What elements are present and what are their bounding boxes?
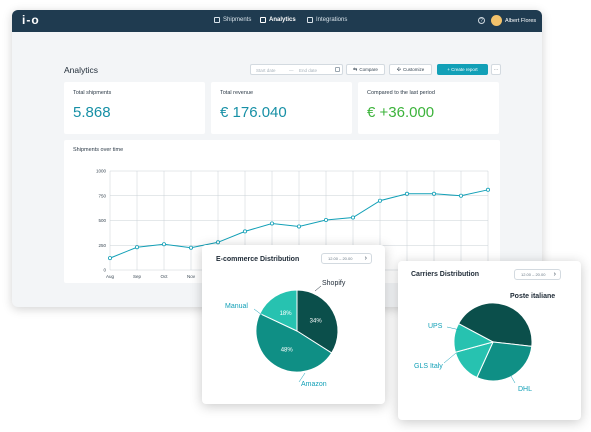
pie-slice-label: Poste italiane	[510, 293, 555, 300]
help-icon[interactable]: ?	[478, 17, 485, 24]
create-report-button[interactable]: + Create report	[437, 64, 488, 75]
data-point	[377, 198, 382, 203]
leader-line	[510, 375, 516, 384]
chevron-right-icon: ›	[364, 255, 367, 262]
chart-title: Shipments over time	[73, 147, 124, 153]
data-point	[458, 193, 463, 198]
pie-slice-label: Manual	[225, 303, 248, 310]
data-point	[162, 242, 167, 247]
select-value: 12.00 – 20.00	[521, 272, 546, 277]
carriers-title: Carriers Distribution	[411, 271, 480, 278]
data-point	[269, 221, 274, 226]
y-tick-label: 1000	[96, 169, 107, 174]
leader-line	[253, 308, 263, 316]
kpi-value: € +36.000	[367, 104, 435, 121]
chart-icon	[260, 17, 266, 23]
date-separator: —	[289, 67, 294, 73]
create-report-label: + Create report	[447, 67, 478, 72]
data-point	[215, 240, 220, 245]
pie-percent-label: 34%	[310, 319, 323, 325]
box-icon	[214, 17, 220, 23]
pie-slice-label: GLS Italy	[414, 363, 443, 370]
pie-percent-label: 48%	[281, 348, 294, 354]
pie-slice-manual	[259, 289, 298, 332]
kpi-value: 5.868	[73, 104, 111, 121]
y-tick-label: 0	[103, 268, 106, 273]
ecommerce-card: E-commerce Distribution 12.00 – 20.00 › …	[202, 245, 385, 404]
kpi-value: € 176.040	[220, 104, 287, 121]
kpi-label: Compared to the last period	[367, 90, 435, 96]
compare-label: Compare	[359, 67, 378, 72]
compare-icon: ⇆	[353, 66, 358, 73]
ecommerce-pie: 34% 48% 18% Shopify Amazon Manual	[225, 280, 346, 388]
nav-analytics[interactable]: Analytics	[260, 17, 296, 23]
x-tick-label: Sep	[133, 274, 142, 279]
data-point	[135, 245, 140, 250]
y-tick-label: 750	[98, 193, 106, 198]
start-date-field[interactable]: Start date	[256, 67, 276, 73]
page-title: Analytics	[64, 65, 99, 75]
nav-analytics-label: Analytics	[269, 17, 296, 23]
ecommerce-time-select[interactable]: 12.00 – 20.00 ›	[321, 253, 372, 264]
leader-line	[446, 326, 461, 331]
carriers-card: Carriers Distribution 12.00 – 20.00 › Po…	[398, 261, 581, 420]
leader-line	[314, 285, 322, 292]
kpi-card-revenue: Total revenue € 176.040	[211, 82, 352, 134]
pie-slice-poste-italiane	[457, 302, 533, 347]
x-tick-label: Aug	[106, 274, 115, 279]
logo: i-o	[22, 13, 40, 27]
user-name[interactable]: Albert Flores	[505, 18, 537, 24]
plug-icon	[307, 17, 313, 23]
data-point	[404, 191, 409, 196]
kpi-label: Total shipments	[73, 90, 112, 96]
nav-shipments[interactable]: Shipments	[214, 17, 251, 23]
more-button[interactable]: ···	[491, 64, 501, 75]
pie-slice-label: Shopify	[322, 280, 346, 287]
select-value: 12.00 – 20.00	[328, 256, 353, 261]
pie-slice-dhl	[476, 341, 533, 382]
leader-line	[443, 352, 457, 364]
pie-slice-amazon	[255, 312, 333, 373]
date-range-picker[interactable]: Start date — End date	[250, 64, 343, 75]
pie-slice-label: Amazon	[301, 381, 327, 388]
top-navbar: i-o Shipments Analytics Integrations ? A…	[12, 10, 542, 32]
data-point	[485, 187, 490, 192]
pie-slice-ups	[453, 323, 495, 353]
pie-slice-label: DHL	[518, 386, 532, 393]
carriers-pie: Poste italiane DHL GLS Italy UPS	[414, 293, 555, 393]
data-point	[431, 191, 436, 196]
carriers-time-select[interactable]: 12.00 – 20.00 ›	[514, 269, 561, 280]
end-date-field[interactable]: End date	[299, 67, 318, 73]
chevron-right-icon: ›	[553, 271, 556, 278]
data-point	[323, 218, 328, 223]
data-point	[296, 224, 301, 229]
kpi-card-compared: Compared to the last period € +36.000	[358, 82, 499, 134]
avatar[interactable]	[491, 15, 502, 26]
x-tick-label: Nov	[187, 274, 196, 279]
data-point	[108, 256, 113, 261]
pie-slice-label: UPS	[428, 323, 443, 330]
kpi-card-shipments: Total shipments 5.868	[64, 82, 205, 134]
ecommerce-title: E-commerce Distribution	[216, 256, 300, 263]
compare-button[interactable]: ⇆ Compare	[346, 64, 385, 75]
calendar-icon[interactable]	[335, 67, 340, 72]
move-icon: ✣	[396, 66, 401, 73]
data-point	[350, 215, 355, 220]
y-tick-label: 250	[98, 243, 106, 248]
customize-button[interactable]: ✣ Customize	[389, 64, 432, 75]
leader-line	[298, 372, 306, 383]
x-tick-label: Oct	[160, 274, 168, 279]
pie-percent-label: 18%	[280, 311, 293, 317]
y-tick-label: 500	[98, 218, 106, 223]
kpi-label: Total revenue	[220, 90, 254, 96]
customize-label: Customize	[402, 67, 425, 72]
more-icon: ···	[493, 67, 499, 72]
data-point	[189, 245, 194, 250]
nav-integrations[interactable]: Integrations	[307, 17, 347, 23]
data-point	[242, 229, 247, 234]
nav-integrations-label: Integrations	[316, 17, 348, 23]
nav-shipments-label: Shipments	[223, 17, 252, 23]
